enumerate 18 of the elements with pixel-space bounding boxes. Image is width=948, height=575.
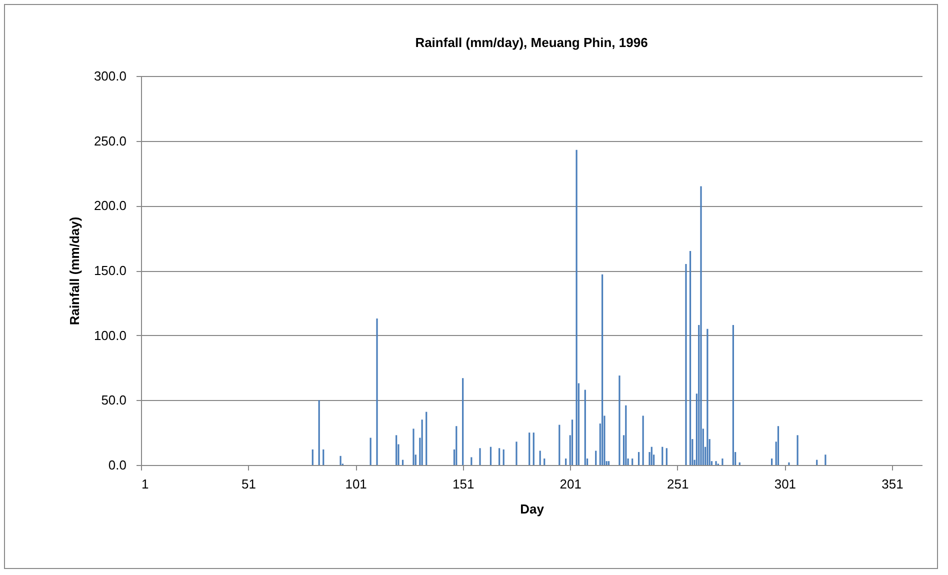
y-tick-label: 150.0 <box>94 263 126 278</box>
chart-title: Rainfall (mm/day), Meuang Phin, 1996 <box>415 35 648 50</box>
x-tick-label: 251 <box>667 476 689 492</box>
x-tick-label: 201 <box>560 476 582 492</box>
x-tick-label: 51 <box>242 476 256 492</box>
x-tick-label: 1 <box>142 476 149 492</box>
y-tick-label: 0.0 <box>108 458 126 472</box>
y-tick-label: 250.0 <box>94 133 126 148</box>
x-tick-label: 301 <box>774 476 796 492</box>
y-tick-label: 200.0 <box>94 198 126 214</box>
x-tick-label: 101 <box>345 476 367 492</box>
x-axis-title: Day <box>520 502 545 516</box>
y-tick-label: 100.0 <box>94 328 126 343</box>
y-axis-title: Rainfall (mm/day) <box>66 216 82 326</box>
x-tick-label: 351 <box>882 476 904 492</box>
x-tick-label: 151 <box>452 476 474 492</box>
y-tick-label: 300.0 <box>94 68 126 84</box>
y-tick-label: 50.0 <box>101 392 126 408</box>
